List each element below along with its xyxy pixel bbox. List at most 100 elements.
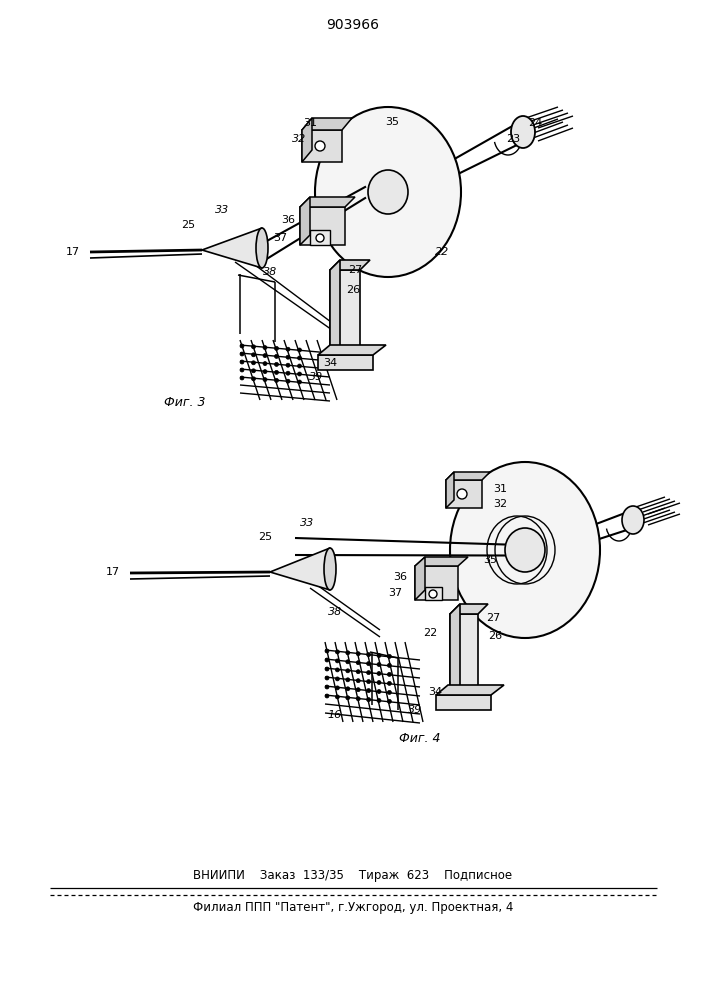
Polygon shape bbox=[302, 118, 352, 130]
Polygon shape bbox=[330, 270, 360, 365]
Ellipse shape bbox=[387, 672, 392, 676]
Ellipse shape bbox=[240, 368, 244, 372]
Ellipse shape bbox=[286, 355, 290, 359]
Text: 39: 39 bbox=[408, 705, 422, 715]
Ellipse shape bbox=[274, 354, 279, 358]
Text: Фиг. 4: Фиг. 4 bbox=[399, 732, 440, 744]
Text: 25: 25 bbox=[258, 532, 272, 542]
Text: 38: 38 bbox=[328, 607, 342, 617]
Ellipse shape bbox=[252, 377, 255, 381]
Ellipse shape bbox=[315, 107, 461, 277]
Ellipse shape bbox=[298, 372, 301, 376]
Ellipse shape bbox=[263, 362, 267, 366]
Ellipse shape bbox=[429, 590, 437, 598]
Ellipse shape bbox=[387, 699, 392, 703]
Text: 37: 37 bbox=[273, 233, 287, 243]
Polygon shape bbox=[270, 548, 330, 590]
Ellipse shape bbox=[335, 668, 339, 672]
Ellipse shape bbox=[325, 658, 329, 662]
Text: 35: 35 bbox=[385, 117, 399, 127]
Ellipse shape bbox=[368, 170, 408, 214]
Polygon shape bbox=[450, 614, 478, 702]
Text: 39: 39 bbox=[309, 372, 323, 382]
Ellipse shape bbox=[356, 688, 360, 692]
Ellipse shape bbox=[377, 654, 381, 658]
Ellipse shape bbox=[325, 685, 329, 689]
Ellipse shape bbox=[335, 659, 339, 663]
Ellipse shape bbox=[252, 345, 255, 349]
Ellipse shape bbox=[367, 653, 370, 657]
Ellipse shape bbox=[622, 506, 644, 534]
Polygon shape bbox=[300, 197, 310, 245]
Text: 31: 31 bbox=[493, 484, 507, 494]
Text: 35: 35 bbox=[483, 555, 497, 565]
Text: 33: 33 bbox=[215, 205, 229, 215]
Polygon shape bbox=[302, 118, 312, 162]
Text: 27: 27 bbox=[486, 613, 500, 623]
Ellipse shape bbox=[335, 695, 339, 699]
Polygon shape bbox=[446, 472, 454, 508]
Text: 26: 26 bbox=[488, 631, 502, 641]
Polygon shape bbox=[330, 260, 340, 365]
Ellipse shape bbox=[324, 548, 336, 590]
Ellipse shape bbox=[263, 346, 267, 350]
Text: 34: 34 bbox=[323, 358, 337, 368]
Ellipse shape bbox=[274, 378, 279, 382]
Ellipse shape bbox=[286, 363, 290, 367]
Ellipse shape bbox=[298, 380, 301, 384]
Text: 17: 17 bbox=[106, 567, 120, 577]
Ellipse shape bbox=[325, 676, 329, 680]
Text: Филиал ППП "Патент", г.Ужгород, ул. Проектная, 4: Филиал ППП "Патент", г.Ужгород, ул. Прое… bbox=[193, 902, 513, 914]
Ellipse shape bbox=[240, 344, 244, 348]
Polygon shape bbox=[436, 685, 504, 695]
Ellipse shape bbox=[346, 696, 350, 700]
Ellipse shape bbox=[325, 667, 329, 671]
Text: 27: 27 bbox=[348, 265, 362, 275]
Ellipse shape bbox=[367, 680, 370, 684]
Polygon shape bbox=[310, 230, 330, 245]
Text: 33: 33 bbox=[300, 518, 314, 528]
Ellipse shape bbox=[367, 671, 370, 675]
Text: 38: 38 bbox=[263, 267, 277, 277]
Ellipse shape bbox=[274, 346, 279, 350]
Ellipse shape bbox=[274, 370, 279, 374]
Text: 16: 16 bbox=[328, 710, 342, 720]
Ellipse shape bbox=[286, 379, 290, 383]
Ellipse shape bbox=[325, 649, 329, 653]
Ellipse shape bbox=[252, 361, 255, 365]
Polygon shape bbox=[415, 557, 468, 566]
Polygon shape bbox=[300, 197, 355, 207]
Text: 25: 25 bbox=[181, 220, 195, 230]
Ellipse shape bbox=[450, 462, 600, 638]
Text: 24: 24 bbox=[528, 118, 542, 128]
Polygon shape bbox=[300, 207, 345, 245]
Ellipse shape bbox=[298, 356, 301, 360]
Ellipse shape bbox=[263, 378, 267, 382]
Ellipse shape bbox=[387, 654, 392, 658]
Polygon shape bbox=[330, 260, 370, 270]
Ellipse shape bbox=[316, 234, 324, 242]
Ellipse shape bbox=[315, 141, 325, 151]
Text: 23: 23 bbox=[506, 134, 520, 144]
Text: 903966: 903966 bbox=[327, 18, 380, 32]
Ellipse shape bbox=[263, 370, 267, 374]
Ellipse shape bbox=[377, 672, 381, 676]
Ellipse shape bbox=[387, 690, 392, 694]
Polygon shape bbox=[450, 604, 460, 702]
Ellipse shape bbox=[511, 116, 535, 148]
Ellipse shape bbox=[240, 360, 244, 364]
Text: 32: 32 bbox=[292, 134, 306, 144]
Polygon shape bbox=[425, 587, 442, 600]
Text: 36: 36 bbox=[393, 572, 407, 582]
Polygon shape bbox=[202, 228, 262, 268]
Text: 36: 36 bbox=[281, 215, 295, 225]
Ellipse shape bbox=[252, 369, 255, 373]
Text: 26: 26 bbox=[346, 285, 360, 295]
Ellipse shape bbox=[274, 362, 279, 366]
Polygon shape bbox=[436, 695, 491, 710]
Polygon shape bbox=[302, 130, 342, 162]
Ellipse shape bbox=[356, 697, 360, 701]
Text: Фиг. 3: Фиг. 3 bbox=[164, 395, 206, 408]
Ellipse shape bbox=[505, 528, 545, 572]
Ellipse shape bbox=[367, 689, 370, 693]
